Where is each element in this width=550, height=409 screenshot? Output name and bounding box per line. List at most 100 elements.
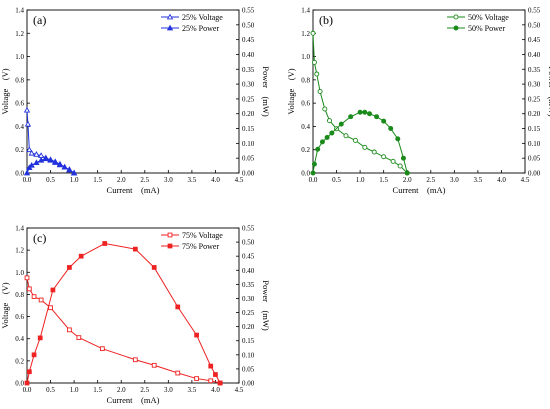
data-point bbox=[47, 156, 54, 163]
data-point bbox=[311, 59, 317, 65]
legend-marker bbox=[166, 13, 174, 20]
y-right-tick-label: 0.55 bbox=[242, 225, 255, 233]
data-point bbox=[388, 126, 394, 132]
y-right-tick-label: 0.10 bbox=[242, 140, 255, 148]
y-left-tick-label: 0.8 bbox=[15, 76, 24, 84]
data-point bbox=[390, 158, 396, 164]
legend-label: 75% Voltage bbox=[182, 231, 223, 240]
x-tick-label: 0.0 bbox=[23, 386, 32, 394]
y-right-tick-label: 0.10 bbox=[242, 351, 255, 359]
y-right-tick-label: 0.45 bbox=[242, 253, 255, 261]
y-left-tick-label: 1.0 bbox=[301, 53, 310, 61]
legend-marker bbox=[166, 24, 174, 31]
data-point bbox=[310, 170, 316, 176]
data-point bbox=[381, 118, 387, 124]
data-point bbox=[400, 155, 406, 161]
y-right-tick-label: 0.35 bbox=[528, 66, 541, 74]
y-right-tick-label: 0.25 bbox=[242, 95, 255, 103]
data-point bbox=[324, 134, 330, 140]
y-left-tick-label: 0.4 bbox=[15, 123, 24, 131]
data-point bbox=[67, 265, 72, 270]
data-point bbox=[26, 369, 32, 375]
data-point bbox=[24, 275, 30, 281]
x-axis-title: Current (mA) bbox=[107, 395, 160, 405]
data-point bbox=[194, 332, 199, 338]
data-point bbox=[357, 109, 363, 115]
y-right-tick-label: 0.15 bbox=[242, 125, 255, 133]
y-left-axis-title: Voltage (V) bbox=[286, 68, 296, 114]
data-point bbox=[67, 327, 72, 333]
legend-marker bbox=[167, 243, 173, 249]
data-point bbox=[24, 380, 30, 386]
data-point bbox=[50, 287, 56, 293]
panel-label: (c) bbox=[33, 231, 46, 245]
x-tick-label: 0.5 bbox=[46, 176, 55, 184]
legend-label: 50% Voltage bbox=[468, 13, 509, 22]
series-line bbox=[26, 277, 221, 384]
y-left-axis-title: Voltage (V) bbox=[0, 282, 10, 328]
y-right-tick-label: 0.30 bbox=[242, 295, 255, 303]
x-tick-label: 0.5 bbox=[46, 386, 55, 394]
y-right-tick-label: 0.55 bbox=[242, 7, 255, 15]
data-point bbox=[38, 297, 44, 303]
y-right-tick-label: 0.30 bbox=[242, 81, 255, 89]
y-left-tick-label: 1.0 bbox=[15, 53, 24, 61]
x-axis-title: Current (mA) bbox=[107, 185, 160, 195]
y-right-tick-label: 0.10 bbox=[528, 140, 541, 148]
data-point bbox=[314, 71, 320, 77]
y-right-tick-label: 0.20 bbox=[528, 110, 541, 118]
x-tick-label: 3.5 bbox=[474, 176, 483, 184]
data-point bbox=[132, 246, 138, 252]
data-point bbox=[78, 253, 84, 259]
y-right-tick-label: 0.00 bbox=[242, 380, 255, 388]
data-point bbox=[24, 120, 32, 127]
y-right-axis-title: Power (mW) bbox=[261, 280, 271, 331]
data-point bbox=[175, 370, 181, 376]
y-right-tick-label: 0.05 bbox=[242, 365, 255, 373]
series-line bbox=[26, 242, 221, 384]
legend-label: 25% Voltage bbox=[182, 13, 223, 22]
legend-label: 50% Power bbox=[468, 24, 505, 33]
plot-frame bbox=[312, 9, 526, 174]
y-right-tick-label: 0.40 bbox=[528, 51, 541, 59]
y-right-tick-label: 0.50 bbox=[242, 239, 255, 247]
x-tick-label: 3.0 bbox=[164, 176, 173, 184]
data-point bbox=[61, 163, 68, 170]
y-right-tick-label: 0.40 bbox=[242, 267, 255, 275]
legend-label: 25% Power bbox=[182, 24, 219, 33]
y-left-tick-label: 0.2 bbox=[15, 357, 24, 365]
data-point bbox=[52, 158, 59, 165]
x-tick-label: 2.0 bbox=[117, 386, 126, 394]
y-right-tick-label: 0.25 bbox=[528, 95, 541, 103]
x-tick-label: 0.0 bbox=[23, 176, 32, 184]
y-left-tick-label: 0.2 bbox=[301, 146, 310, 154]
y-right-tick-label: 0.35 bbox=[242, 66, 255, 74]
y-right-tick-label: 0.30 bbox=[528, 81, 541, 89]
y-left-tick-label: 0.8 bbox=[301, 76, 310, 84]
data-point bbox=[26, 286, 32, 292]
y-right-tick-label: 0.45 bbox=[528, 36, 541, 44]
data-point bbox=[48, 305, 53, 311]
data-point bbox=[362, 109, 368, 115]
data-point bbox=[348, 114, 354, 120]
data-point bbox=[31, 294, 37, 300]
data-point bbox=[397, 163, 403, 169]
series-line bbox=[312, 33, 408, 174]
data-point bbox=[311, 161, 317, 167]
y-right-tick-label: 0.15 bbox=[528, 125, 541, 133]
data-point bbox=[31, 352, 37, 358]
data-point bbox=[28, 149, 35, 156]
x-tick-label: 2.0 bbox=[117, 176, 126, 184]
data-point bbox=[217, 380, 223, 386]
y-left-tick-label: 0.0 bbox=[15, 170, 24, 178]
x-tick-label: 1.0 bbox=[70, 386, 79, 394]
x-tick-label: 1.5 bbox=[93, 386, 102, 394]
x-tick-label: 2.5 bbox=[140, 176, 149, 184]
x-tick-label: 1.5 bbox=[93, 176, 102, 184]
y-right-axis-title: Power (mW) bbox=[547, 66, 550, 117]
x-tick-label: 2.5 bbox=[140, 386, 149, 394]
data-point bbox=[371, 149, 377, 155]
x-tick-label: 1.5 bbox=[379, 176, 388, 184]
x-tick-label: 4.5 bbox=[235, 176, 244, 184]
data-point bbox=[37, 156, 45, 163]
